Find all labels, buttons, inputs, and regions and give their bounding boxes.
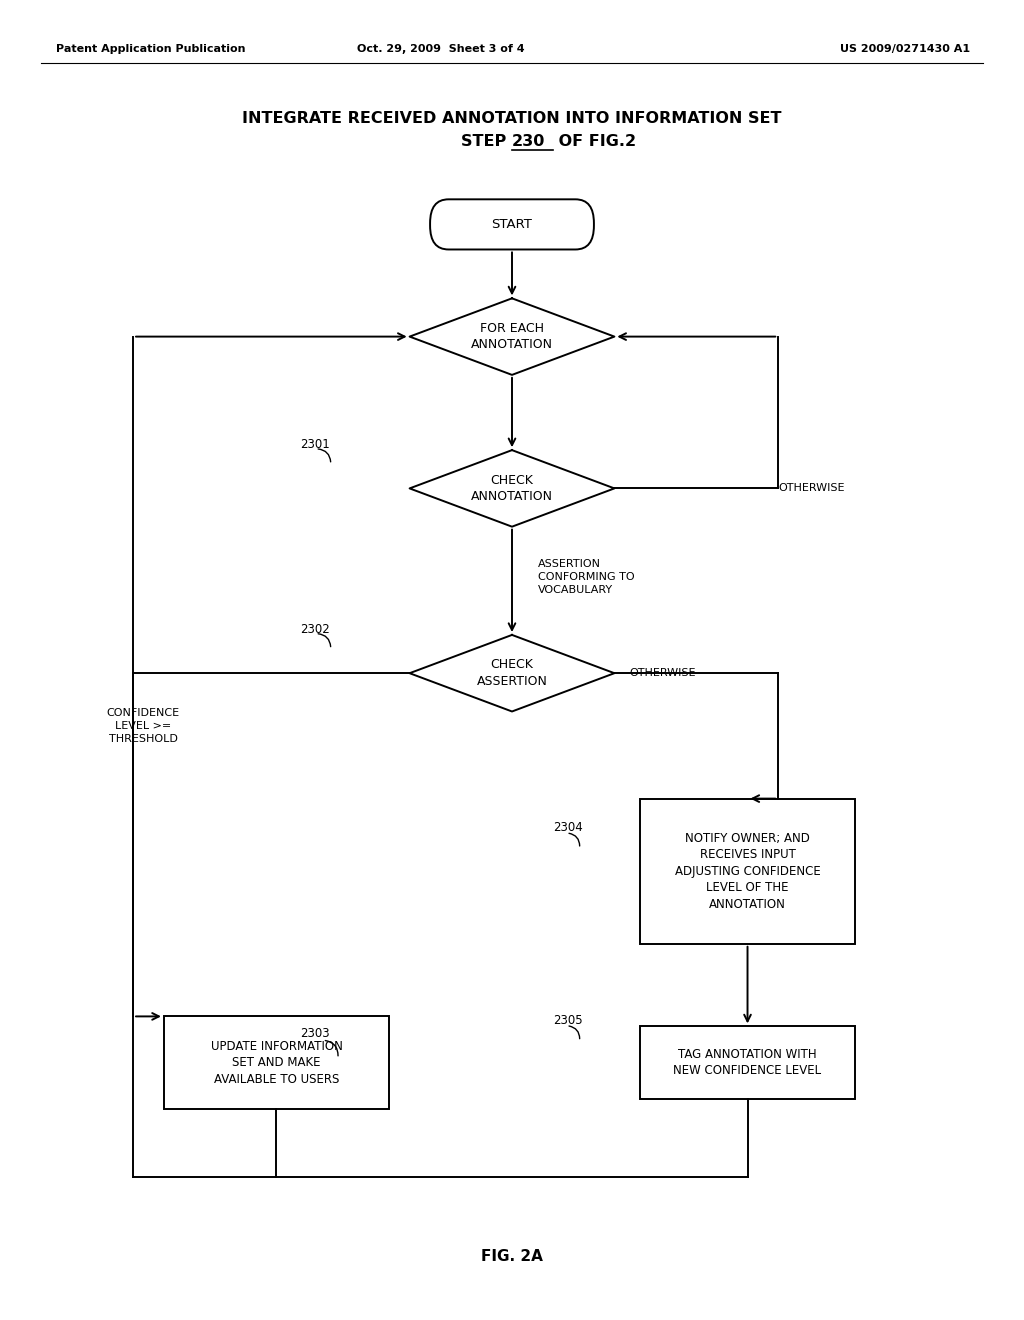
Text: OF FIG.2: OF FIG.2 <box>553 133 636 149</box>
Bar <box>164 1016 389 1109</box>
Text: TAG ANNOTATION WITH
NEW CONFIDENCE LEVEL: TAG ANNOTATION WITH NEW CONFIDENCE LEVEL <box>674 1048 821 1077</box>
Text: START: START <box>492 218 532 231</box>
Text: 2305: 2305 <box>553 1014 583 1027</box>
Text: CHECK
ANNOTATION: CHECK ANNOTATION <box>471 474 553 503</box>
Bar <box>640 799 855 944</box>
Polygon shape <box>410 450 614 527</box>
Text: CONFIDENCE
LEVEL >=
THRESHOLD: CONFIDENCE LEVEL >= THRESHOLD <box>106 709 180 743</box>
Polygon shape <box>410 635 614 711</box>
Polygon shape <box>410 298 614 375</box>
Text: 2302: 2302 <box>300 623 330 636</box>
Text: STEP: STEP <box>461 133 512 149</box>
Text: FOR EACH
ANNOTATION: FOR EACH ANNOTATION <box>471 322 553 351</box>
Text: INTEGRATE RECEIVED ANNOTATION INTO INFORMATION SET: INTEGRATE RECEIVED ANNOTATION INTO INFOR… <box>243 111 781 127</box>
Text: US 2009/0271430 A1: US 2009/0271430 A1 <box>840 44 970 54</box>
Text: UPDATE INFORMATION
SET AND MAKE
AVAILABLE TO USERS: UPDATE INFORMATION SET AND MAKE AVAILABL… <box>211 1040 342 1085</box>
Text: 2303: 2303 <box>300 1027 330 1040</box>
Text: 2301: 2301 <box>300 438 330 451</box>
Text: ASSERTION
CONFORMING TO
VOCABULARY: ASSERTION CONFORMING TO VOCABULARY <box>538 560 634 594</box>
Text: 2304: 2304 <box>553 821 583 834</box>
Text: Patent Application Publication: Patent Application Publication <box>56 44 246 54</box>
Text: FIG. 2A: FIG. 2A <box>481 1249 543 1265</box>
Text: OTHERWISE: OTHERWISE <box>778 483 845 494</box>
Text: OTHERWISE: OTHERWISE <box>630 668 696 678</box>
Text: CHECK
ASSERTION: CHECK ASSERTION <box>476 659 548 688</box>
FancyBboxPatch shape <box>430 199 594 249</box>
Text: 230: 230 <box>512 133 546 149</box>
Bar <box>640 1027 855 1098</box>
Text: Oct. 29, 2009  Sheet 3 of 4: Oct. 29, 2009 Sheet 3 of 4 <box>356 44 524 54</box>
Text: NOTIFY OWNER; AND
RECEIVES INPUT
ADJUSTING CONFIDENCE
LEVEL OF THE
ANNOTATION: NOTIFY OWNER; AND RECEIVES INPUT ADJUSTI… <box>675 832 820 911</box>
